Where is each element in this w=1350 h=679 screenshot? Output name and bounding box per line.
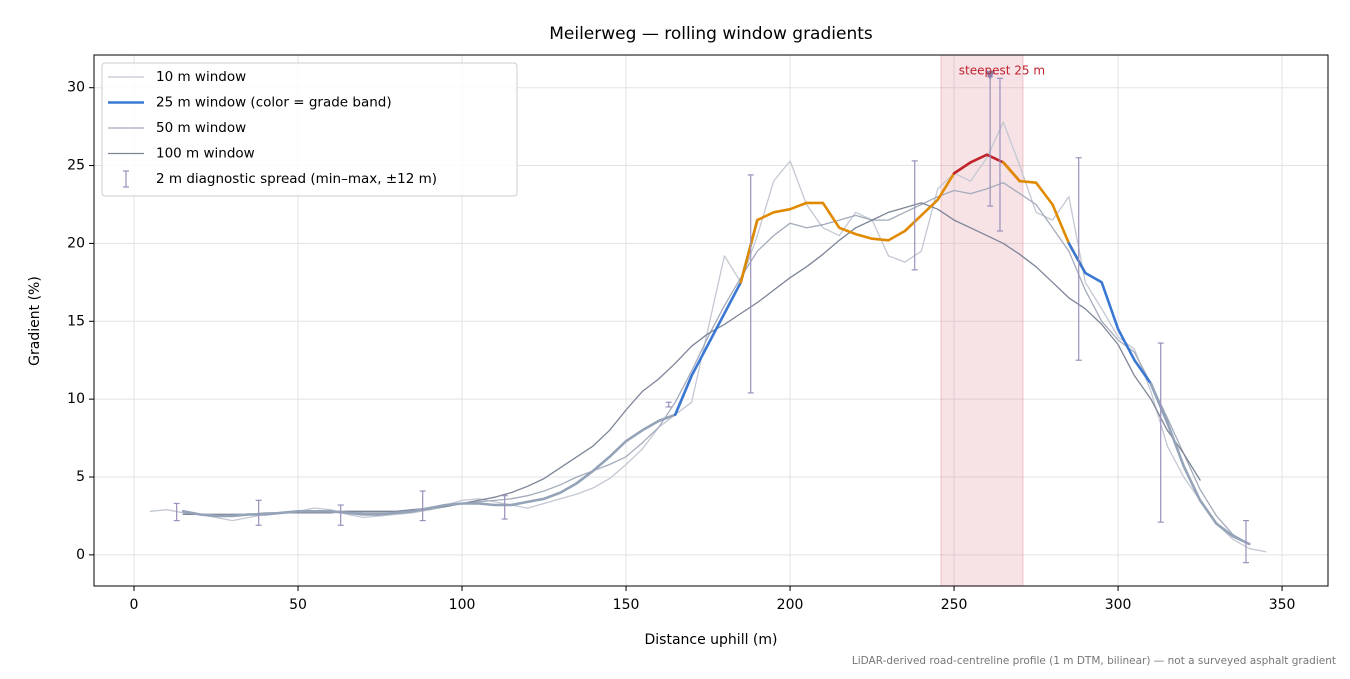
series-line <box>673 218 759 416</box>
error-bar <box>255 499 262 526</box>
y-tick-label: 5 <box>76 469 85 485</box>
highlight-span <box>940 54 1024 587</box>
x-tick-label: 200 <box>777 597 804 613</box>
error-bar <box>911 160 918 271</box>
chart-title: Meilerweg — rolling window gradients <box>549 24 873 44</box>
x-tick-label: 0 <box>130 597 139 613</box>
error-bar <box>501 495 508 520</box>
series-line <box>739 161 972 284</box>
y-axis-label: Gradient (%) <box>27 276 43 366</box>
error-bar <box>996 77 1003 232</box>
error-bar <box>1157 342 1164 523</box>
error-bar <box>173 502 180 522</box>
x-tick-label: 300 <box>1105 597 1132 613</box>
x-tick-label: 150 <box>613 597 640 613</box>
series-line <box>1149 382 1251 546</box>
series-line <box>181 374 693 518</box>
error-bar <box>1242 519 1249 564</box>
error-bar <box>665 401 672 408</box>
legend-box <box>101 62 518 197</box>
legend-label: 100 m window <box>156 146 255 162</box>
footnote: LiDAR-derived road-centreline profile (1… <box>852 655 1336 667</box>
x-tick-label: 100 <box>449 597 476 613</box>
y-tick-label: 25 <box>67 158 85 174</box>
highlight-label: steepest 25 m <box>959 64 1045 78</box>
plot-frame <box>93 54 1329 587</box>
error-bar <box>747 174 754 394</box>
y-tick-label: 15 <box>67 313 85 329</box>
legend-label: 50 m window <box>156 120 246 136</box>
error-bar <box>337 504 344 526</box>
legend: 10 m window 25 m window (color = grade ba… <box>101 62 518 197</box>
steepest-marker <box>985 70 996 80</box>
legend-label: 10 m window <box>156 69 246 85</box>
x-tick-label: 50 <box>289 597 307 613</box>
x-tick-label: 350 <box>1269 597 1296 613</box>
legend-label: 2 m diagnostic spread (min–max, ±12 m) <box>156 171 437 187</box>
series-line <box>182 182 1250 545</box>
y-tick-label: 20 <box>67 235 85 251</box>
x-tick-label: 250 <box>941 597 968 613</box>
y-tick-label: 0 <box>76 547 85 563</box>
error-bar <box>419 490 426 522</box>
y-tick-label: 30 <box>67 80 85 96</box>
x-axis-label: Distance uphill (m) <box>645 632 778 648</box>
y-tick-label: 10 <box>67 391 85 407</box>
error-bar <box>1075 157 1082 361</box>
legend-label: 25 m window (color = grade band) <box>156 95 392 111</box>
series-line <box>182 202 1201 516</box>
